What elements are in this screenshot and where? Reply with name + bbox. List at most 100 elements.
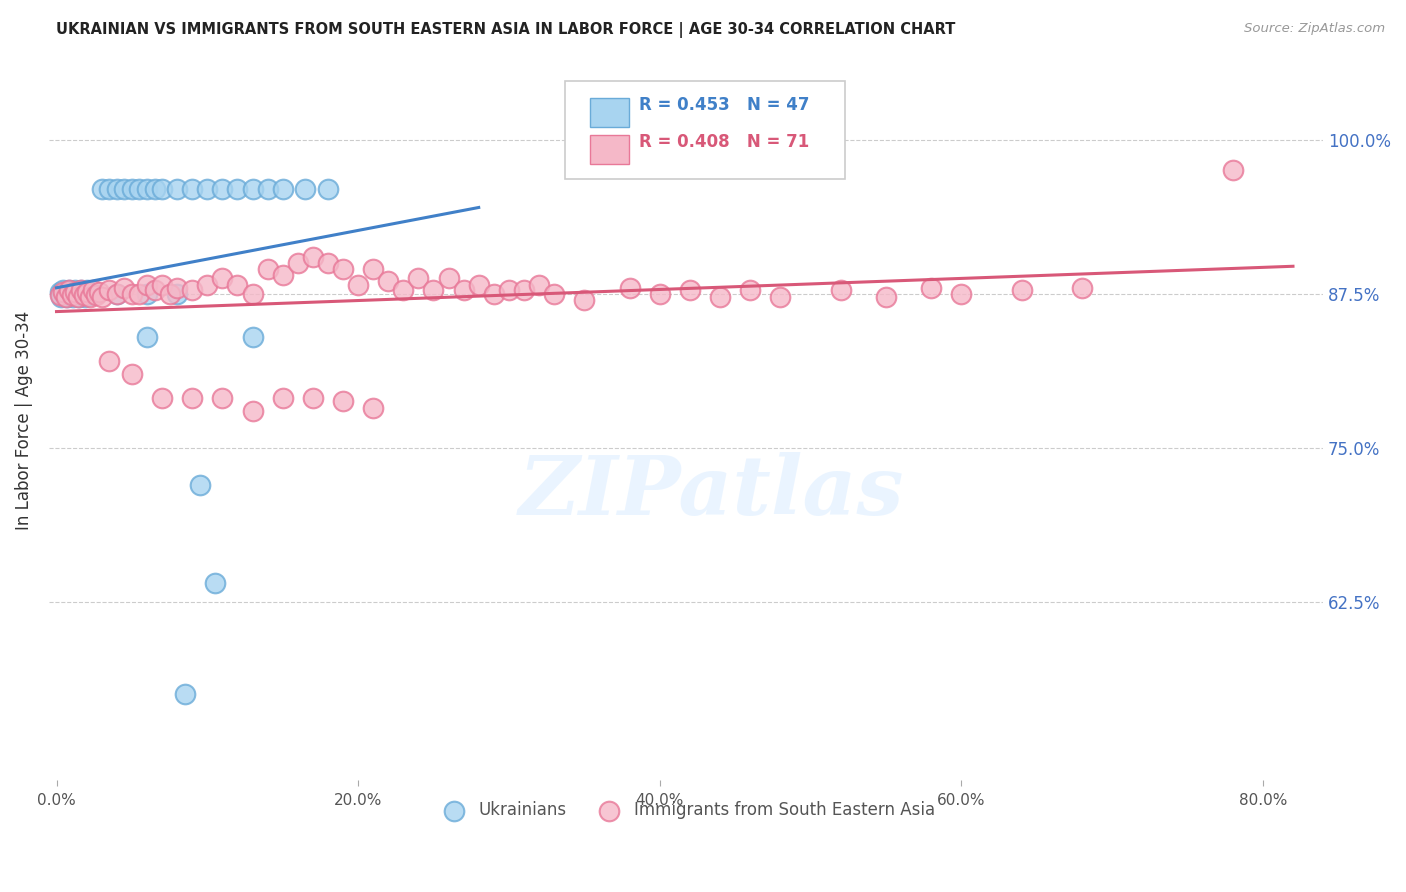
Point (574, 293, 596, 307)
Point (482, 286, 505, 301)
Point (740, 283, 762, 297)
Point (143, 283, 166, 297)
Point (709, 290, 731, 304)
Point (467, 278, 489, 293)
Point (181, 182, 204, 196)
Point (271, 182, 294, 196)
Point (150, 182, 173, 196)
Point (211, 270, 233, 285)
Point (49, 290, 72, 304)
Point (302, 392, 325, 406)
Point (204, 576, 226, 591)
Point (62, 290, 84, 304)
Legend: Ukrainians, Immigrants from South Eastern Asia: Ukrainians, Immigrants from South Easter… (430, 795, 942, 826)
Point (1222, 163, 1244, 178)
Point (98, 354, 121, 368)
Point (56, 290, 79, 304)
Point (181, 392, 204, 406)
Point (498, 283, 520, 297)
Point (347, 278, 370, 293)
Point (66, 290, 89, 304)
Point (98, 182, 121, 196)
Point (256, 262, 278, 277)
Point (769, 290, 792, 304)
Point (527, 278, 550, 293)
Point (150, 278, 173, 293)
Point (302, 250, 325, 264)
Point (211, 392, 233, 406)
Y-axis label: In Labor Force | Age 30-34: In Labor Force | Age 30-34 (15, 310, 32, 530)
Point (143, 182, 166, 196)
Text: ZIPatlas: ZIPatlas (519, 452, 904, 532)
Point (188, 477, 211, 491)
Point (648, 286, 671, 301)
Point (166, 280, 188, 294)
Point (159, 286, 181, 301)
Point (105, 286, 128, 301)
Point (679, 283, 702, 297)
FancyBboxPatch shape (591, 98, 628, 127)
Point (1070, 280, 1092, 294)
Point (60, 285, 83, 300)
Point (82, 283, 104, 297)
Point (195, 278, 218, 293)
Point (72, 285, 94, 300)
Point (408, 270, 430, 285)
Point (226, 182, 249, 196)
Point (90, 290, 112, 304)
Text: UKRAINIAN VS IMMIGRANTS FROM SOUTH EASTERN ASIA IN LABOR FORCE | AGE 30-34 CORRE: UKRAINIAN VS IMMIGRANTS FROM SOUTH EASTE… (56, 22, 956, 38)
Point (226, 278, 249, 293)
Point (1011, 283, 1033, 297)
Point (65, 288, 87, 302)
Point (76, 283, 98, 297)
Point (377, 274, 399, 288)
Point (136, 182, 159, 196)
Point (211, 182, 233, 196)
Point (76, 285, 98, 300)
Point (63, 285, 86, 300)
Point (75, 290, 97, 304)
Point (121, 182, 143, 196)
Point (58, 283, 80, 297)
Point (48, 285, 70, 300)
Point (950, 286, 973, 301)
Text: Source: ZipAtlas.com: Source: ZipAtlas.com (1244, 22, 1385, 36)
Point (79, 290, 101, 304)
Point (48, 288, 70, 302)
Point (69, 283, 91, 297)
Point (112, 182, 135, 196)
Point (59, 288, 82, 302)
Point (136, 278, 159, 293)
Point (294, 182, 316, 196)
Point (242, 330, 264, 344)
Point (51, 285, 73, 300)
Point (173, 687, 195, 701)
Point (98, 283, 121, 297)
Point (112, 280, 135, 294)
Point (242, 403, 264, 417)
Point (361, 262, 384, 277)
Point (166, 182, 188, 196)
Point (70, 288, 93, 302)
Point (271, 268, 294, 283)
Point (55, 290, 77, 304)
Point (332, 393, 354, 408)
Point (84, 288, 107, 302)
Point (316, 182, 339, 196)
Point (121, 286, 143, 301)
Point (69, 283, 91, 297)
Point (150, 392, 173, 406)
Point (128, 286, 150, 301)
Text: R = 0.408   N = 71: R = 0.408 N = 71 (638, 134, 810, 152)
Point (392, 283, 415, 297)
Point (920, 280, 942, 294)
Point (619, 280, 641, 294)
Point (256, 182, 278, 196)
Point (87, 285, 110, 300)
Point (543, 286, 565, 301)
Point (90, 182, 112, 196)
Point (287, 256, 309, 270)
Point (316, 256, 339, 270)
Point (332, 262, 354, 277)
Point (77, 288, 100, 302)
